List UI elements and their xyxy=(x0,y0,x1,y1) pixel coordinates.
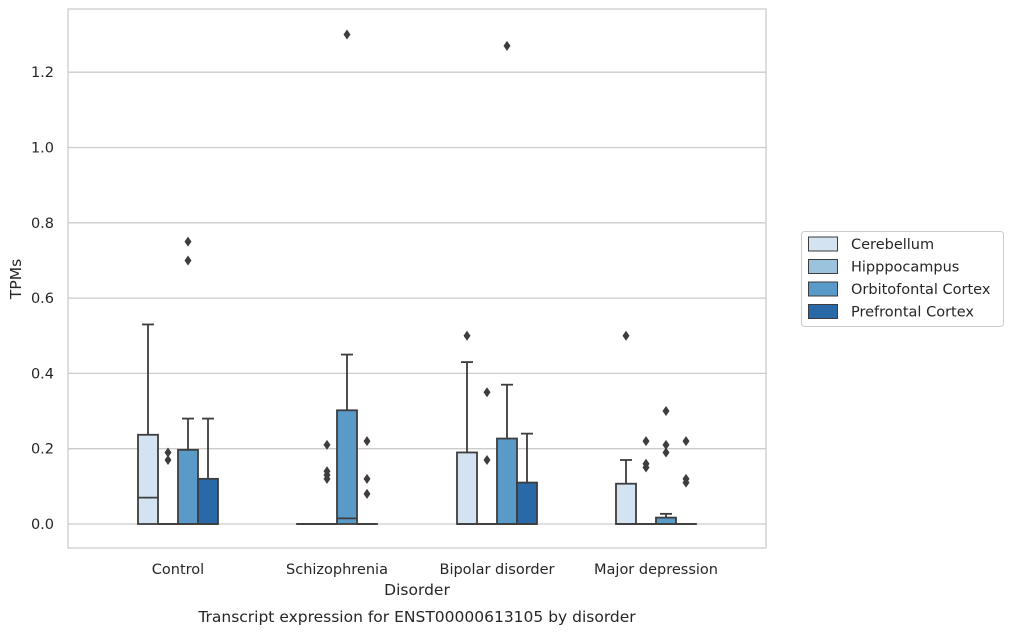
outlier-point-0 xyxy=(483,454,491,465)
legend-swatch-1 xyxy=(808,259,838,274)
box-2-1 xyxy=(336,29,358,525)
legend-swatch-0 xyxy=(808,236,838,252)
outlier-point-1 xyxy=(483,387,491,398)
outlier-point-1 xyxy=(164,447,172,458)
outlier-point-0 xyxy=(184,255,192,266)
legend-label-2: Orbitofontal Cortex xyxy=(851,282,991,298)
box-1-0 xyxy=(157,447,179,525)
outlier-point-3 xyxy=(323,439,331,450)
y-axis-title: TPMs xyxy=(7,259,25,300)
y-tick-label-0: 0.0 xyxy=(31,517,54,533)
outlier-point-2 xyxy=(682,436,690,447)
outlier-point-2 xyxy=(323,466,331,477)
x-tick-label-3: Major depression xyxy=(594,562,718,578)
x-axis-title: Disorder xyxy=(384,581,450,599)
box-body xyxy=(336,409,358,525)
outlier-point-2 xyxy=(363,436,371,447)
y-tick-label-2: 0.4 xyxy=(31,366,54,382)
box-body xyxy=(456,451,478,525)
box-3-3 xyxy=(675,436,697,525)
box-0-0 xyxy=(137,323,159,525)
legend-swatch-3 xyxy=(808,304,838,319)
outlier-point-0 xyxy=(343,29,351,40)
y-tick-label-4: 0.8 xyxy=(31,216,54,232)
box-layer xyxy=(137,29,697,525)
y-tick-label-6: 1.2 xyxy=(31,65,54,81)
box-1-1 xyxy=(316,439,338,525)
box-2-2 xyxy=(496,40,518,525)
outlier-point-0 xyxy=(164,454,172,465)
outlier-point-0 xyxy=(463,330,471,341)
x-tick-label-1: Schizophrenia xyxy=(286,562,388,578)
legend-swatch-2 xyxy=(808,281,838,297)
box-body xyxy=(655,516,677,525)
y-tick-label-3: 0.6 xyxy=(31,291,54,307)
box-body xyxy=(197,477,219,525)
legend-label-3: Prefrontal Cortex xyxy=(851,305,974,321)
plot-area-frame xyxy=(67,8,767,549)
box-0-2 xyxy=(456,330,478,525)
box-1-3 xyxy=(635,436,657,525)
box-2-0 xyxy=(177,236,199,525)
outlier-point-1 xyxy=(682,473,690,484)
legend-label-1: Hipppocampus xyxy=(851,260,959,276)
legend: Cerebellum Hipppocampus Orbitofontal Corte… xyxy=(801,231,1004,327)
box-3-1 xyxy=(356,436,378,525)
box-3-2 xyxy=(516,432,538,525)
box-body xyxy=(137,433,159,525)
outlier-point-0 xyxy=(503,40,511,51)
outlier-point-2 xyxy=(662,406,670,417)
x-tick-labels: Control Schizophrenia Bipolar disorder Majo… xyxy=(152,562,718,578)
legend-label-0: Cerebellum xyxy=(851,237,934,253)
box-body xyxy=(177,448,199,525)
grid-lines xyxy=(68,71,766,525)
outlier-point-1 xyxy=(642,458,650,469)
outlier-point-0 xyxy=(662,447,670,458)
box-body xyxy=(516,481,538,525)
box-2-3 xyxy=(655,406,677,525)
box-body xyxy=(496,437,518,525)
x-tick-label-2: Bipolar disorder xyxy=(440,562,555,578)
y-tick-labels: 0.0 0.2 0.4 0.6 0.8 1.0 1.2 xyxy=(31,65,54,533)
y-tick-label-5: 1.0 xyxy=(31,141,54,157)
outlier-point-0 xyxy=(622,330,630,341)
y-tick-label-1: 0.2 xyxy=(31,442,54,458)
box-3-0 xyxy=(197,417,219,525)
outlier-point-0 xyxy=(363,488,371,499)
outlier-point-1 xyxy=(184,236,192,247)
outlier-point-1 xyxy=(662,439,670,450)
outlier-point-2 xyxy=(642,436,650,447)
outlier-point-1 xyxy=(363,473,371,484)
legend-frame xyxy=(801,231,1004,327)
box-body xyxy=(615,482,637,525)
chart-caption: Transcript expression for ENST0000061310… xyxy=(197,608,636,626)
x-tick-label-0: Control xyxy=(152,562,204,578)
box-1-2 xyxy=(476,387,498,525)
box-0-3 xyxy=(615,330,637,525)
